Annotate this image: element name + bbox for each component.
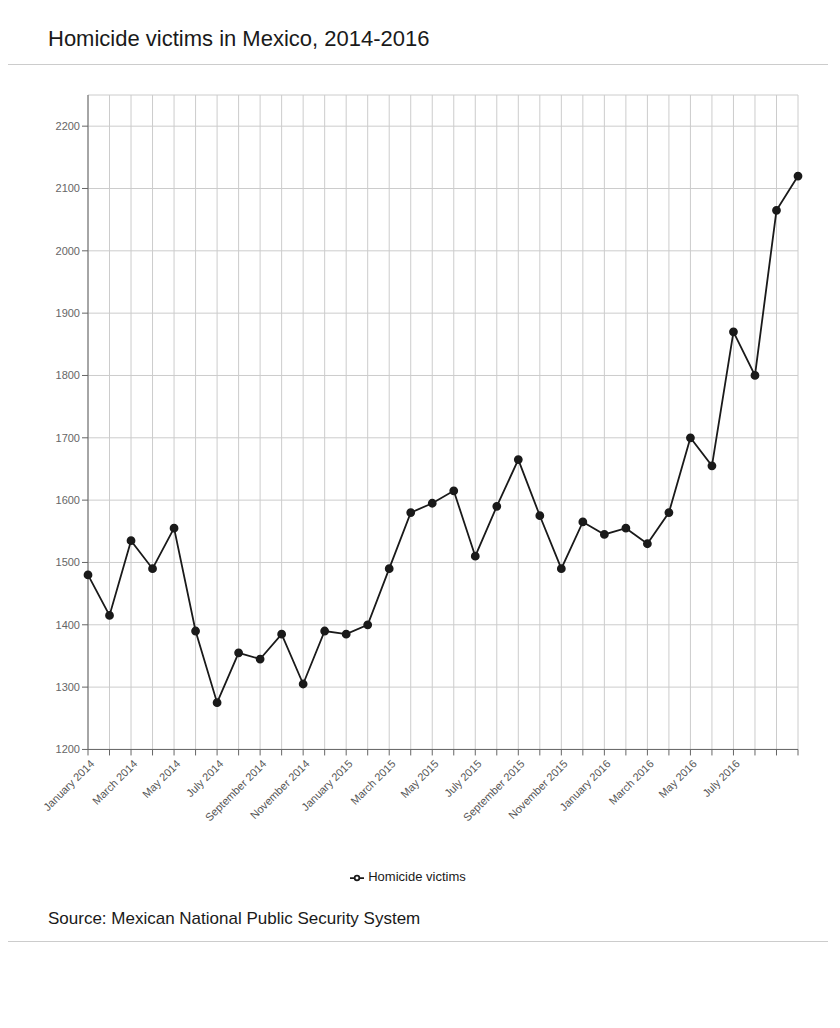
svg-text:1400: 1400 <box>56 619 80 631</box>
svg-text:January 2015: January 2015 <box>299 757 355 813</box>
svg-text:July 2015: July 2015 <box>442 757 484 799</box>
svg-text:January 2014: January 2014 <box>41 757 97 813</box>
svg-text:March 2015: March 2015 <box>348 757 398 807</box>
svg-text:1300: 1300 <box>56 681 80 693</box>
svg-text:July 2016: July 2016 <box>700 757 742 799</box>
svg-text:2100: 2100 <box>56 182 80 194</box>
svg-text:1700: 1700 <box>56 432 80 444</box>
svg-text:May 2014: May 2014 <box>140 757 183 800</box>
svg-text:March 2016: March 2016 <box>606 757 656 807</box>
svg-text:1500: 1500 <box>56 556 80 568</box>
svg-text:May 2015: May 2015 <box>398 757 441 800</box>
svg-text:1600: 1600 <box>56 494 80 506</box>
svg-text:July 2014: July 2014 <box>184 757 226 799</box>
svg-text:1200: 1200 <box>56 743 80 755</box>
svg-text:September 2014: September 2014 <box>202 757 269 824</box>
html-text:Homicide victims in Mexico, 20: Homicide victims in Mexico, 2014-2016 <box>48 26 430 51</box>
svg-text:May 2016: May 2016 <box>656 757 699 800</box>
svg-text:September 2015: September 2015 <box>460 757 527 824</box>
svg-text:2000: 2000 <box>56 245 80 257</box>
svg-text:November 2014: November 2014 <box>248 757 312 821</box>
svg-text:1900: 1900 <box>56 307 80 319</box>
svg-text:2200: 2200 <box>56 120 80 132</box>
svg-text:March 2014: March 2014 <box>90 757 140 807</box>
html-text:Source: Mexican National Publi: Source: Mexican National Public Security… <box>48 909 421 928</box>
svg-text:November 2015: November 2015 <box>506 757 570 821</box>
svg-text:1800: 1800 <box>56 369 80 381</box>
html-text:Homicide victims: Homicide victims <box>368 869 466 885</box>
svg-text:January 2016: January 2016 <box>557 757 613 813</box>
